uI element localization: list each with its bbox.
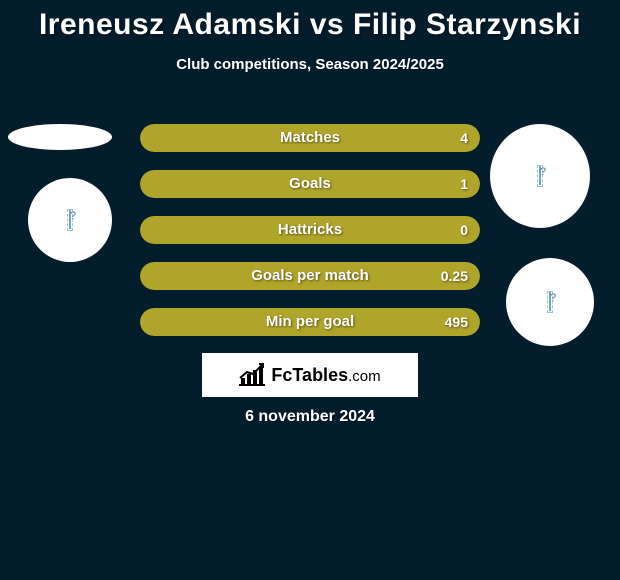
placeholder-icon	[537, 165, 543, 187]
page-title: Ireneusz Adamski vs Filip Starzynski	[0, 0, 620, 42]
placeholder-icon	[547, 291, 553, 313]
placeholder-icon	[67, 209, 73, 231]
stat-bar-value: 1	[460, 170, 468, 198]
logo-name: FcTables	[271, 365, 348, 385]
stat-bar-label: Hattricks	[140, 216, 480, 244]
bar-chart-icon	[239, 364, 265, 386]
player1-avatar	[28, 178, 112, 262]
stat-bar-value: 4	[460, 124, 468, 152]
comparison-infographic: Ireneusz Adamski vs Filip Starzynski Clu…	[0, 0, 620, 580]
stat-bar-value: 495	[445, 308, 468, 336]
stat-bar-value: 0	[460, 216, 468, 244]
logo-domain: .com	[348, 368, 381, 385]
stat-bar-label: Goals per match	[140, 262, 480, 290]
logo-text: FcTables.com	[271, 365, 380, 386]
player2-avatar	[490, 124, 590, 228]
source-logo: FcTables.com	[202, 353, 418, 397]
player1-disc	[8, 124, 112, 150]
generated-date: 6 november 2024	[0, 408, 620, 426]
stat-bar-value: 0.25	[441, 262, 468, 290]
player2-club-badge	[506, 258, 594, 346]
stat-bar-label: Goals	[140, 170, 480, 198]
stat-bar: Goals1	[140, 170, 480, 198]
stat-bars: Matches4Goals1Hattricks0Goals per match0…	[140, 124, 480, 354]
stat-bar: Min per goal495	[140, 308, 480, 336]
stat-bar-label: Min per goal	[140, 308, 480, 336]
stat-bar-label: Matches	[140, 124, 480, 152]
stat-bar: Hattricks0	[140, 216, 480, 244]
stat-bar: Matches4	[140, 124, 480, 152]
page-subtitle: Club competitions, Season 2024/2025	[0, 56, 620, 73]
stat-bar: Goals per match0.25	[140, 262, 480, 290]
